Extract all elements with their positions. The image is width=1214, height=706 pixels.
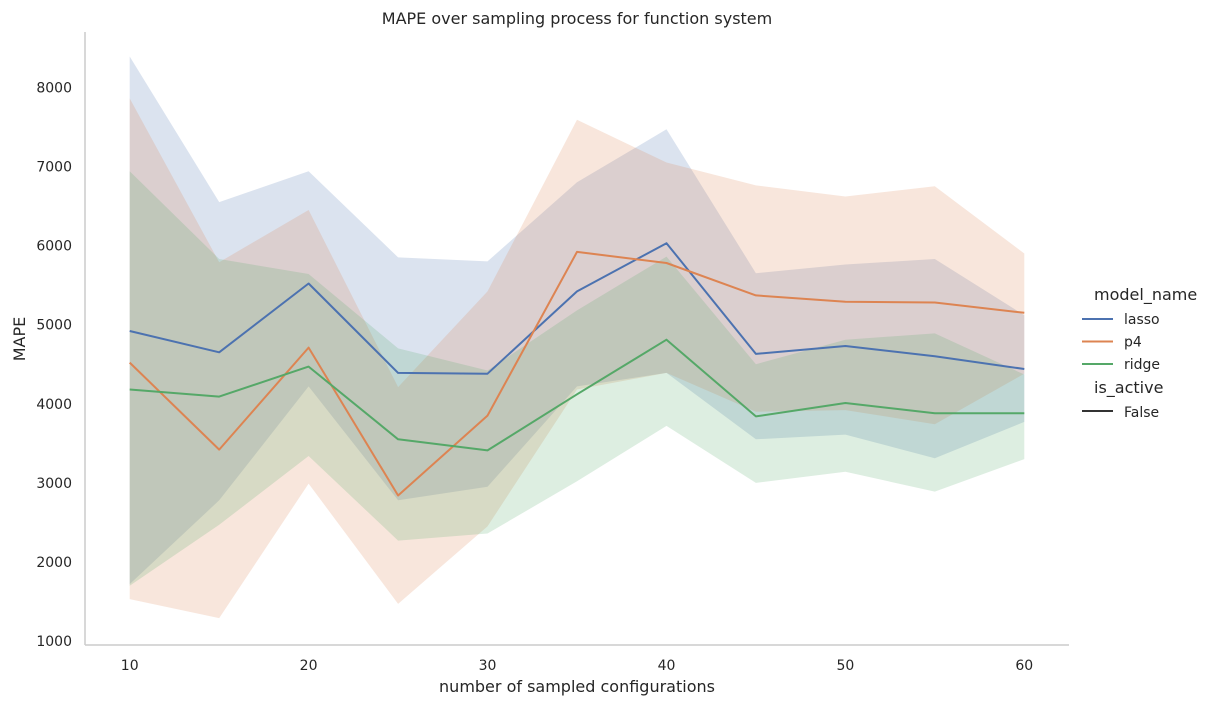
ci-band-lasso (129, 56, 1025, 585)
series-line-lasso (129, 242, 1025, 375)
series-line-ridge (129, 338, 1025, 452)
x-tick-label: 10 (121, 658, 139, 674)
x-tick-label: 50 (836, 658, 854, 674)
x-tick-labels: 10 20 30 40 50 60 (121, 658, 1033, 674)
y-tick-label: 8000 (36, 80, 72, 96)
series-line-p4 (129, 250, 1025, 497)
legend-label-lasso: lasso (1124, 312, 1160, 328)
y-tick-label: 3000 (36, 476, 72, 492)
x-tick-label: 20 (300, 658, 318, 674)
y-tick-label: 6000 (36, 239, 72, 255)
y-tick-label: 5000 (36, 318, 72, 334)
x-tick-label: 40 (658, 658, 676, 674)
x-tick-label: 60 (1015, 658, 1033, 674)
y-tick-label: 4000 (36, 397, 72, 413)
legend-label-ridge: ridge (1124, 357, 1160, 373)
y-tick-label: 2000 (36, 555, 72, 571)
ci-band-ridge (129, 171, 1025, 586)
x-axis-label: number of sampled configurations (439, 677, 715, 696)
y-tick-labels: 1000 2000 3000 4000 5000 6000 7000 8000 (36, 80, 72, 650)
chart-title: MAPE over sampling process for function … (382, 9, 772, 28)
legend-style-label: False (1124, 405, 1159, 421)
y-axis-label: MAPE (10, 317, 29, 362)
legend-entries: lasso p4 ridge (1082, 312, 1160, 373)
legend-hue-title: model_name (1094, 285, 1197, 305)
legend-style-title: is_active (1094, 378, 1163, 398)
y-tick-label: 1000 (36, 634, 72, 650)
series-lines (129, 242, 1025, 497)
ci-band-p4 (129, 98, 1025, 619)
legend: model_name lasso p4 ridge is_active False (1082, 285, 1197, 421)
legend-label-p4: p4 (1124, 335, 1142, 351)
y-tick-label: 7000 (36, 160, 72, 176)
x-tick-label: 30 (479, 658, 497, 674)
confidence-bands (129, 56, 1025, 619)
